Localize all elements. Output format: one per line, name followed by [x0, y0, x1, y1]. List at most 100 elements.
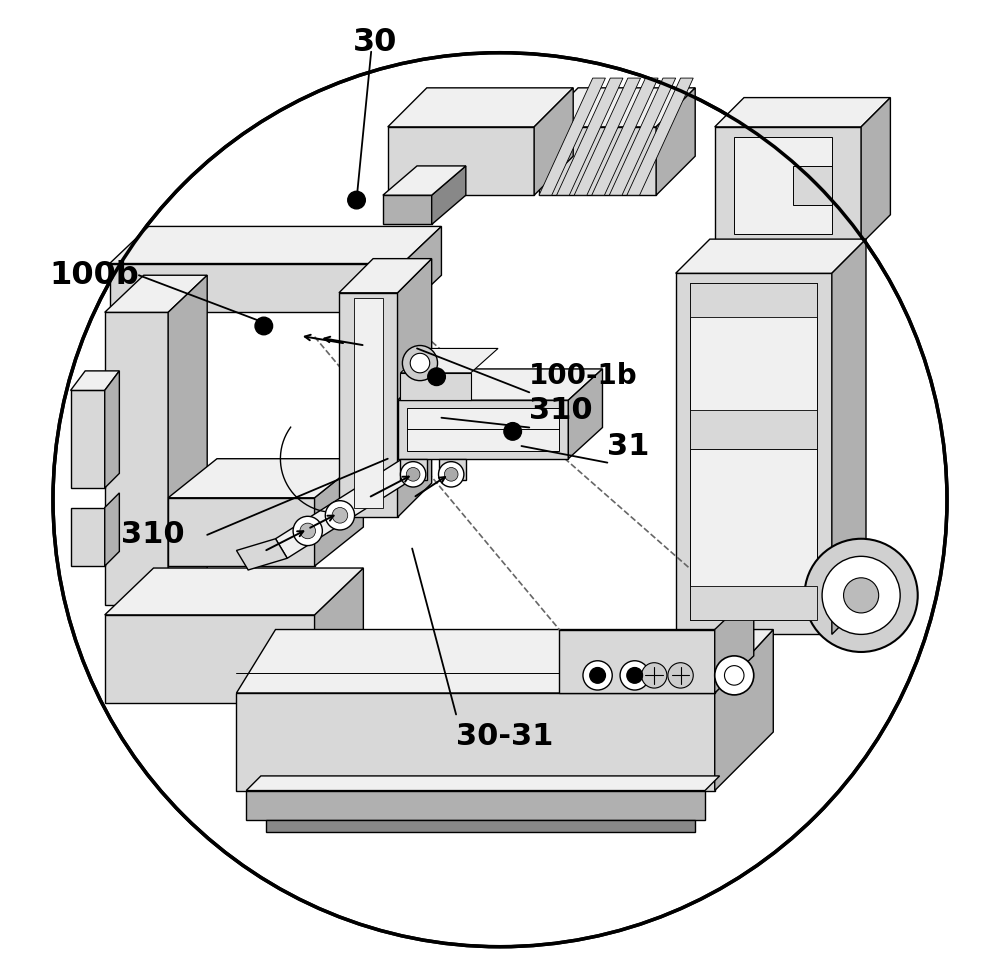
Circle shape	[406, 468, 420, 481]
Circle shape	[439, 462, 464, 487]
Polygon shape	[407, 408, 559, 451]
Polygon shape	[388, 127, 534, 195]
Polygon shape	[400, 459, 427, 480]
Polygon shape	[568, 369, 602, 459]
Polygon shape	[861, 98, 890, 244]
Polygon shape	[105, 493, 119, 566]
Circle shape	[325, 501, 355, 530]
Circle shape	[293, 516, 322, 546]
Polygon shape	[110, 226, 441, 264]
Polygon shape	[690, 283, 817, 317]
Polygon shape	[388, 88, 573, 127]
Polygon shape	[609, 78, 676, 195]
Polygon shape	[676, 273, 832, 634]
Polygon shape	[734, 137, 832, 234]
Circle shape	[348, 191, 365, 209]
Polygon shape	[246, 776, 720, 791]
Polygon shape	[383, 166, 466, 195]
Circle shape	[590, 668, 605, 683]
Polygon shape	[105, 275, 207, 312]
Polygon shape	[105, 371, 119, 488]
Polygon shape	[339, 259, 432, 293]
Polygon shape	[168, 275, 207, 605]
Polygon shape	[246, 791, 705, 820]
Polygon shape	[110, 264, 402, 312]
Circle shape	[724, 666, 744, 685]
Polygon shape	[236, 539, 287, 570]
Polygon shape	[690, 586, 817, 620]
Polygon shape	[354, 298, 383, 508]
Circle shape	[400, 462, 426, 487]
Polygon shape	[592, 78, 658, 195]
Text: 100-1b: 100-1b	[529, 362, 638, 390]
Circle shape	[504, 423, 521, 440]
Polygon shape	[105, 568, 363, 615]
Text: 30-31: 30-31	[456, 722, 553, 752]
Polygon shape	[315, 568, 363, 703]
Circle shape	[53, 53, 947, 947]
Polygon shape	[559, 630, 715, 693]
Polygon shape	[105, 615, 315, 703]
Polygon shape	[400, 348, 498, 373]
Polygon shape	[236, 693, 715, 791]
Circle shape	[402, 346, 438, 381]
Text: 310: 310	[121, 520, 185, 549]
Polygon shape	[715, 592, 754, 693]
Circle shape	[642, 663, 667, 688]
Polygon shape	[557, 78, 623, 195]
Polygon shape	[236, 630, 773, 693]
Polygon shape	[402, 226, 441, 312]
Polygon shape	[105, 312, 168, 605]
Circle shape	[332, 508, 348, 523]
Circle shape	[668, 663, 693, 688]
Circle shape	[805, 539, 918, 652]
Polygon shape	[656, 88, 695, 195]
Polygon shape	[690, 410, 817, 449]
Circle shape	[844, 578, 879, 613]
Polygon shape	[539, 127, 656, 195]
Polygon shape	[715, 630, 773, 791]
Polygon shape	[71, 371, 119, 390]
Polygon shape	[398, 400, 568, 459]
Circle shape	[410, 353, 430, 373]
Circle shape	[428, 368, 445, 386]
Polygon shape	[339, 293, 398, 517]
Circle shape	[255, 317, 273, 335]
Circle shape	[583, 661, 612, 690]
Polygon shape	[715, 127, 861, 244]
Polygon shape	[168, 459, 363, 498]
Text: 100b: 100b	[49, 260, 139, 291]
Polygon shape	[715, 98, 890, 127]
Polygon shape	[71, 508, 105, 566]
Polygon shape	[793, 166, 832, 205]
Text: 31: 31	[607, 431, 650, 461]
Polygon shape	[539, 78, 605, 195]
Circle shape	[444, 468, 458, 481]
Polygon shape	[690, 283, 817, 620]
Polygon shape	[627, 78, 693, 195]
Circle shape	[715, 656, 754, 695]
Text: 30: 30	[353, 27, 397, 59]
Polygon shape	[832, 239, 866, 634]
Polygon shape	[266, 820, 695, 832]
Text: 310: 310	[529, 395, 593, 425]
Polygon shape	[398, 369, 602, 400]
Polygon shape	[315, 459, 363, 566]
Polygon shape	[676, 239, 866, 273]
Circle shape	[300, 523, 316, 539]
Polygon shape	[400, 373, 471, 400]
Polygon shape	[276, 459, 414, 558]
Circle shape	[627, 668, 642, 683]
Polygon shape	[383, 195, 432, 224]
Polygon shape	[168, 498, 315, 566]
Circle shape	[822, 556, 900, 634]
Polygon shape	[71, 390, 105, 488]
Polygon shape	[439, 459, 466, 480]
Circle shape	[620, 661, 649, 690]
Polygon shape	[539, 88, 695, 127]
Polygon shape	[398, 259, 432, 517]
Polygon shape	[574, 78, 641, 195]
Polygon shape	[832, 566, 866, 634]
Polygon shape	[432, 166, 466, 224]
Polygon shape	[534, 88, 573, 195]
